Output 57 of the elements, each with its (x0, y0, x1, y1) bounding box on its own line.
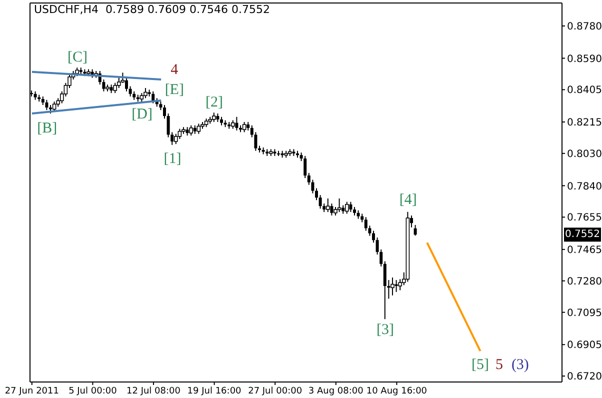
candlestick (315, 188, 318, 201)
y-tick-label: 0.8405 (567, 85, 602, 96)
x-tick-label: 19 Jul 16:00 (187, 386, 242, 396)
annotation: 5 (496, 357, 504, 373)
x-tick-label: 10 Aug 16:00 (366, 386, 428, 396)
annotation: [C] (68, 50, 88, 66)
candlestick (337, 198, 342, 213)
candlestick (349, 201, 352, 213)
y-tick-label: 0.8030 (567, 148, 602, 160)
candlestick (372, 230, 375, 244)
y-tick-label: 0.8780 (567, 21, 602, 32)
x-tick-label: 12 Jul 08:00 (126, 386, 181, 396)
candlestick (113, 82, 117, 94)
y-tick-label: 0.8590 (567, 54, 602, 65)
y-tick-label: 0.7465 (567, 244, 602, 256)
candlestick (189, 124, 193, 136)
y-tick-label: 0.6720 (567, 372, 602, 383)
x-tick-label: 5 Jul 00:00 (68, 386, 118, 396)
candlestick (345, 201, 349, 214)
annotation: [D] (132, 106, 153, 123)
y-tick-label: 0.7095 (567, 308, 602, 319)
x-tick-label: 27 Jul 00:00 (248, 386, 302, 396)
candlestick (212, 112, 216, 122)
annotation: [4] (399, 192, 417, 208)
annotation: [5] (472, 357, 490, 374)
annotation: 0.7552 (565, 229, 600, 240)
candlestick (390, 276, 394, 296)
annotation: (3) (511, 357, 529, 373)
y-tick-label: 0.7280 (567, 276, 602, 288)
candlestick (304, 155, 307, 179)
chart-title: USDCHF,H4 0.7589 0.7609 0.7546 0.7552 (34, 3, 270, 16)
candlestick (45, 99, 48, 111)
candlestick (383, 260, 386, 320)
candlestick (144, 87, 148, 99)
candlestick (174, 133, 178, 145)
y-tick-label: 0.8215 (567, 118, 602, 129)
candlestick (242, 121, 246, 133)
y-tick-label: 0.7655 (567, 212, 602, 224)
candlestick (318, 194, 322, 210)
y-tick-label: 0.6905 (567, 340, 602, 352)
candlestick (152, 90, 155, 104)
candlestick (125, 77, 128, 92)
candlestick (326, 198, 330, 213)
x-tick-label: 3 Aug 08:00 (308, 386, 364, 396)
x-tick-label: 27 Jun 2011 (4, 386, 59, 396)
annotation: [3] (376, 322, 394, 338)
annotation: [1] (164, 150, 182, 167)
annotation: 4 (170, 62, 179, 78)
candlestick (163, 104, 166, 120)
candlestick (128, 86, 132, 97)
annotation: [B] (37, 120, 58, 136)
candlestick (414, 224, 417, 236)
candlestick (394, 280, 398, 292)
y-tick-label: 0.7840 (567, 181, 602, 192)
candlestick (235, 116, 238, 131)
annotation: [E] (164, 82, 184, 98)
annotation: [2] (206, 94, 224, 111)
